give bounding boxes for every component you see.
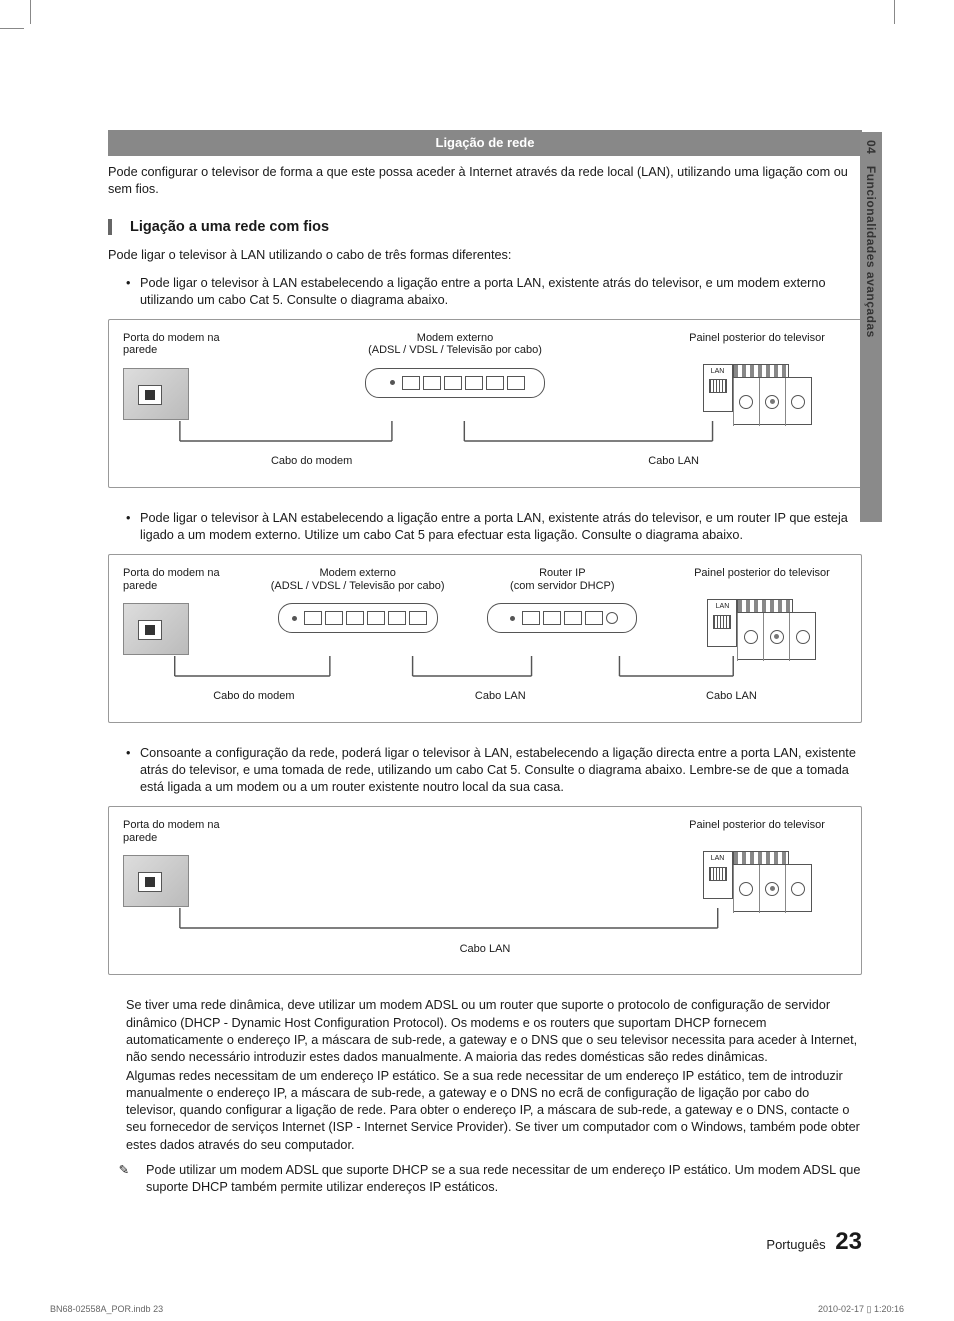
- bullet-3: Consoante a configuração da rede, poderá…: [126, 745, 862, 796]
- wall-plate-icon: [123, 603, 189, 655]
- page-footer: Português 23: [108, 1226, 862, 1258]
- tv-label: Painel posterior do televisor: [694, 567, 830, 595]
- diagram-1: Porta do modem na parede Modem externo (…: [108, 319, 862, 488]
- bullet-1: Pode ligar o televisor à LAN estabelecen…: [126, 275, 862, 309]
- note: ✎Pode utilizar um modem ADSL que suporte…: [126, 1162, 862, 1196]
- footer-lang: Português: [766, 1237, 825, 1252]
- chapter-number: 04: [864, 140, 878, 154]
- router-icon: [487, 603, 637, 633]
- tv-panel-icon: LAN: [703, 851, 812, 912]
- crop-mark: [0, 28, 24, 29]
- router-label: Router IP (com servidor DHCP): [510, 567, 615, 595]
- cable-lines: [123, 656, 847, 690]
- wall-plate-icon: [123, 855, 189, 907]
- wall-label: Porta do modem na parede: [123, 567, 233, 595]
- bullet-list: Pode ligar o televisor à LAN estabelecen…: [108, 510, 862, 544]
- cable-labels: Cabo do modem Cabo LAN: [123, 454, 847, 469]
- wall-plate-icon: [123, 368, 189, 420]
- modem-label: Modem externo (ADSL / VDSL / Televisão p…: [271, 567, 445, 595]
- cable-labels: Cabo do modem Cabo LAN Cabo LAN: [123, 689, 847, 704]
- diagram-2: Porta do modem na parede Modem externo (…: [108, 554, 862, 723]
- note-text: Pode utilizar um modem ADSL que suporte …: [146, 1163, 860, 1194]
- note-icon: ✎: [126, 1162, 142, 1179]
- modem-icon: [278, 603, 438, 633]
- tv-panel-icon: LAN: [707, 599, 816, 660]
- cable-modem-label: Cabo do modem: [213, 689, 294, 704]
- page-number: 23: [835, 1228, 862, 1255]
- bullet-list: Pode ligar o televisor à LAN estabelecen…: [108, 275, 862, 309]
- crop-mark: [30, 0, 31, 24]
- section-header: Ligação de rede: [108, 130, 862, 156]
- tv-label: Painel posterior do televisor: [689, 819, 825, 847]
- bullet-2: Pode ligar o televisor à LAN estabelecen…: [126, 510, 862, 544]
- tv-panel-icon: LAN: [703, 364, 812, 425]
- wall-label: Porta do modem na parede: [123, 819, 253, 847]
- print-timestamp: 2010-02-17 ▯ 1:20:16: [818, 1304, 904, 1315]
- cable-lan-label: Cabo LAN: [475, 689, 526, 704]
- para-dhcp: Se tiver uma rede dinâmica, deve utiliza…: [126, 997, 862, 1066]
- page: 04 Funcionalidades avançadas Ligação de …: [0, 0, 954, 1321]
- diagram-3: Porta do modem na parede Painel posterio…: [108, 806, 862, 975]
- crop-mark: [894, 0, 895, 24]
- modem-icon: [365, 368, 545, 398]
- cable-lines: [123, 908, 847, 942]
- cable-lan-label: Cabo LAN: [706, 689, 757, 704]
- print-file: BN68-02558A_POR.indb 23: [50, 1304, 163, 1315]
- subsection-title: Ligação a uma rede com fios: [108, 218, 862, 238]
- intro-text: Pode configurar o televisor de forma a q…: [108, 164, 862, 198]
- side-tab-text: 04 Funcionalidades avançadas: [864, 140, 878, 338]
- paragraph-block: Se tiver uma rede dinâmica, deve utiliza…: [126, 997, 862, 1196]
- cable-lan-label: Cabo LAN: [460, 942, 511, 957]
- bullet-list: Consoante a configuração da rede, poderá…: [108, 745, 862, 796]
- cable-modem-label: Cabo do modem: [271, 454, 352, 469]
- para-static: Algumas redes necessitam de um endereço …: [126, 1068, 862, 1154]
- cable-labels: Cabo LAN: [123, 942, 847, 957]
- cable-lan-label: Cabo LAN: [648, 454, 699, 469]
- lead-text: Pode ligar o televisor à LAN utilizando …: [108, 247, 862, 264]
- chapter-title: Funcionalidades avançadas: [864, 166, 878, 338]
- wall-label: Porta do modem na parede: [123, 332, 243, 360]
- print-footer: BN68-02558A_POR.indb 23 2010-02-17 ▯ 1:2…: [0, 1298, 954, 1321]
- content-area: Ligação de rede Pode configurar o televi…: [0, 0, 954, 1298]
- modem-label: Modem externo (ADSL / VDSL / Televisão p…: [368, 332, 542, 360]
- cable-lines: [123, 421, 847, 455]
- tv-label: Painel posterior do televisor: [689, 332, 825, 360]
